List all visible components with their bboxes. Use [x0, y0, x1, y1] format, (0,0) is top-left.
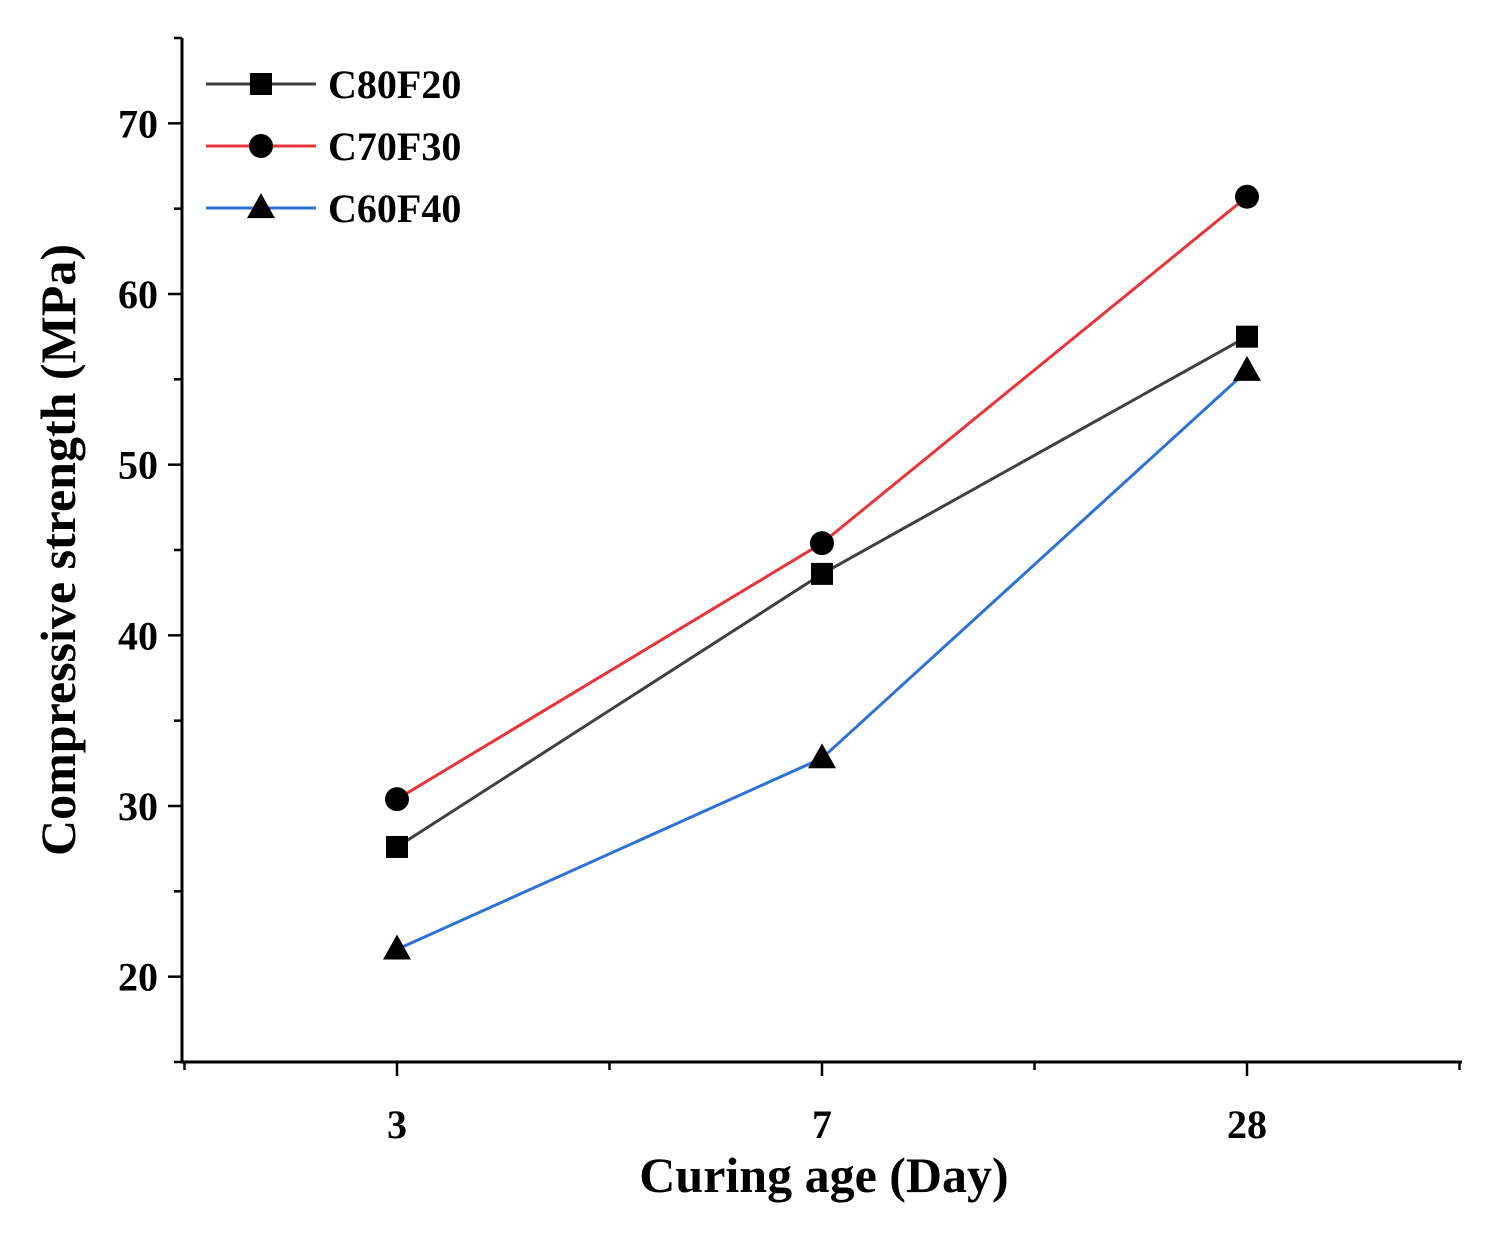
- square-marker: [811, 562, 833, 585]
- legend-label-c80f20: C80F20: [328, 62, 461, 107]
- square-marker: [386, 835, 408, 858]
- series-markers: [383, 184, 1261, 960]
- legend: C80F20 C70F30 C60F40: [206, 62, 461, 231]
- x-tick-label: 28: [1227, 1102, 1267, 1147]
- series-line-c60f40: [396, 369, 1249, 951]
- y-tick-label: 50: [118, 443, 158, 488]
- triangle-marker: [247, 193, 275, 219]
- triangle-marker: [383, 934, 411, 960]
- series-line-c80f20: [396, 335, 1248, 849]
- x-tick-label: 7: [812, 1102, 832, 1147]
- y-tick-label: 60: [118, 272, 158, 317]
- y-tick-label: 70: [118, 101, 158, 146]
- y-tick-label: 20: [118, 955, 158, 1000]
- square-marker: [1236, 325, 1258, 348]
- legend-label-c70f30: C70F30: [328, 124, 461, 169]
- y-tick-label: 40: [118, 613, 158, 658]
- y-axis-title: Compressive strength (MPa): [30, 244, 86, 856]
- x-axis-title: Curing age (Day): [639, 1147, 1008, 1203]
- circle-marker: [249, 134, 273, 158]
- circle-marker: [1235, 184, 1259, 209]
- y-tick-label: 30: [118, 784, 158, 829]
- series-line-c70f30: [396, 195, 1248, 801]
- x-tick-label: 3: [387, 1102, 407, 1147]
- legend-label-c60f40: C60F40: [328, 186, 461, 231]
- triangle-marker: [1233, 355, 1261, 381]
- circle-marker: [810, 531, 834, 556]
- square-marker: [250, 73, 272, 95]
- axes: 20 30 40 50 60 70 3 7 28: [118, 36, 1462, 1147]
- triangle-marker: [808, 743, 836, 769]
- circle-marker: [385, 787, 409, 812]
